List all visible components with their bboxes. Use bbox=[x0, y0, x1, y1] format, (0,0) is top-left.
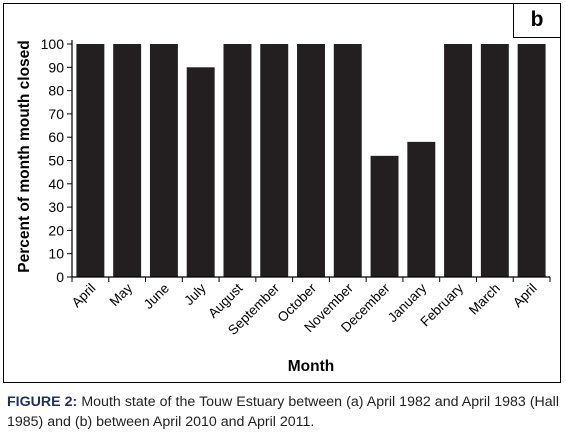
bar-3 bbox=[149, 44, 178, 277]
y-tick-label: 70 bbox=[48, 106, 64, 122]
y-tick-label: 40 bbox=[48, 176, 64, 192]
bar-7 bbox=[297, 44, 325, 277]
bar-12 bbox=[480, 44, 509, 277]
y-tick-label: 100 bbox=[41, 36, 65, 52]
caption-label: FIGURE 2: bbox=[7, 394, 78, 410]
bar-8 bbox=[333, 44, 362, 277]
bar-2 bbox=[113, 44, 142, 277]
bar-13 bbox=[517, 44, 546, 277]
bar-10 bbox=[407, 141, 436, 277]
x-tick-label: May bbox=[107, 280, 136, 309]
figure-frame: b bbox=[3, 3, 561, 383]
figure-caption: FIGURE 2: Mouth state of the Touw Estuar… bbox=[7, 392, 559, 432]
bar-5 bbox=[223, 44, 252, 277]
y-tick-label: 50 bbox=[48, 153, 64, 169]
bar-4 bbox=[186, 67, 215, 277]
y-tick-label: 30 bbox=[48, 199, 64, 215]
x-tick-label: March bbox=[466, 281, 503, 318]
x-tick-label: April bbox=[510, 281, 540, 311]
y-axis-title: Percent of month mouth closed bbox=[16, 40, 33, 273]
y-tick-label: 20 bbox=[48, 222, 64, 238]
x-tick-label: April bbox=[69, 281, 99, 311]
x-tick-label: June bbox=[141, 281, 172, 312]
y-tick-label: 60 bbox=[48, 129, 64, 145]
panel-label: b bbox=[513, 4, 560, 38]
caption-text: Mouth state of the Touw Estuary between … bbox=[7, 394, 559, 430]
y-tick-label: 0 bbox=[56, 269, 64, 285]
bar-1 bbox=[76, 44, 105, 277]
bar-6 bbox=[260, 44, 289, 277]
y-tick-label: 90 bbox=[48, 59, 64, 75]
y-tick-label: 10 bbox=[48, 246, 64, 262]
x-tick-label: July bbox=[181, 280, 209, 308]
x-axis-title: Month bbox=[288, 358, 334, 375]
y-tick-label: 80 bbox=[48, 83, 64, 99]
bar-11 bbox=[444, 44, 473, 277]
bar-9 bbox=[370, 155, 399, 277]
